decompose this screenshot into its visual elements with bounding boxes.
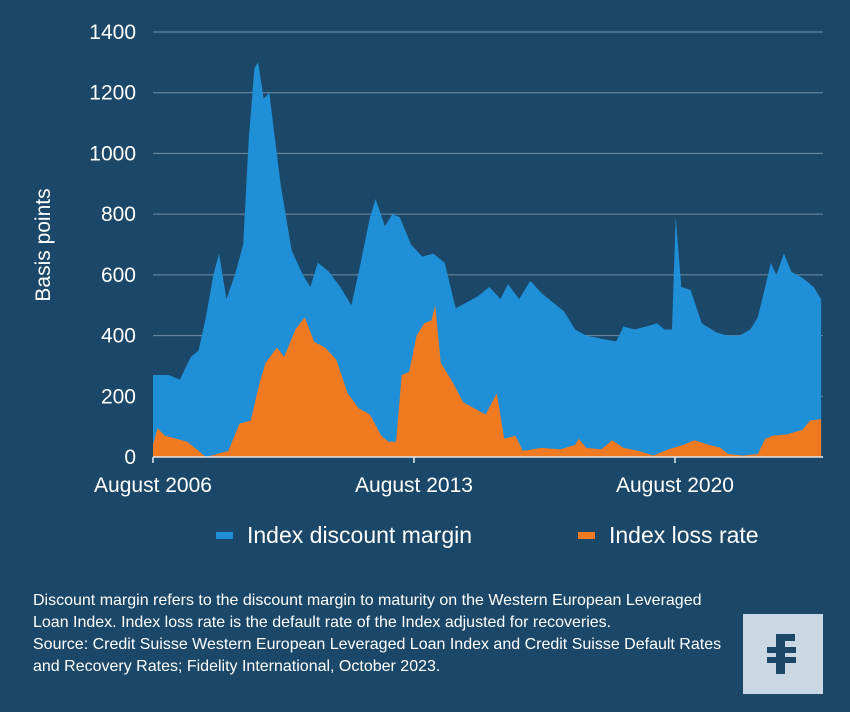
legend-swatch-loss-rate	[578, 532, 595, 539]
x-tick-label: August 2020	[616, 474, 734, 497]
x-tick-label: August 2006	[94, 474, 212, 497]
series-loss-rate-area	[153, 305, 822, 457]
footnote: Discount margin refers to the discount m…	[33, 590, 733, 678]
footnote-source: Source: Credit Suisse Western European L…	[33, 636, 722, 675]
footnote-note: Discount margin refers to the discount m…	[33, 592, 702, 631]
y-tick-label: 800	[101, 203, 136, 226]
axes: 0 200 400 600 800 1000 1200 1400 August 2006 Augu…	[89, 21, 823, 497]
legend-item-loss-rate: Index loss rate	[578, 522, 759, 549]
y-tick-label: 200	[101, 385, 136, 408]
y-tick-label: 1400	[89, 21, 136, 44]
y-tick-label: 600	[101, 264, 136, 287]
y-tick-label: 1200	[89, 82, 136, 105]
y-tick-label: 0	[124, 446, 136, 469]
legend-item-discount-margin: Index discount margin	[216, 522, 472, 549]
x-tick-label: August 2013	[355, 474, 473, 497]
legend-swatch-discount-margin	[216, 532, 233, 539]
y-tick-label: 400	[101, 325, 136, 348]
legend-label-discount-margin: Index discount margin	[247, 522, 473, 548]
fidelity-logo	[743, 614, 823, 694]
legend: Index discount margin Index loss rate	[0, 522, 850, 556]
y-axis-title: Basis points	[32, 188, 55, 301]
series-areas	[153, 62, 822, 458]
y-tick-label: 1000	[89, 142, 136, 165]
legend-label-loss-rate: Index loss rate	[609, 522, 759, 548]
series-discount-margin-area	[153, 62, 822, 458]
fidelity-f-logo-icon	[767, 634, 796, 674]
